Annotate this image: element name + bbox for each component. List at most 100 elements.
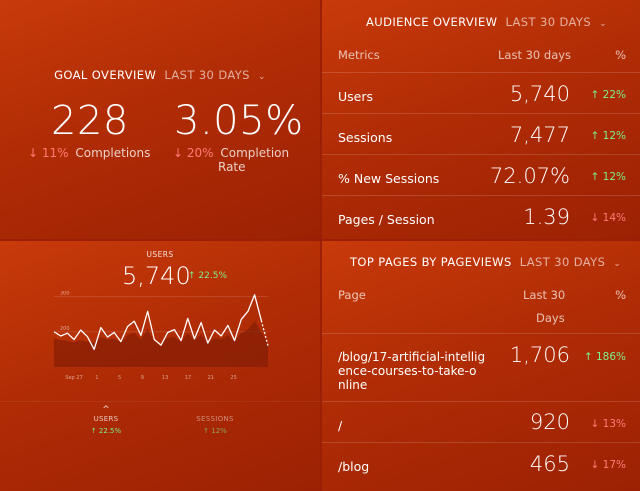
date-range: LAST 30 DAYS — [519, 255, 606, 269]
tab-users[interactable]: ^ USERS ↑ 22.5% — [51, 405, 161, 435]
widget-title: TOP PAGES BY PAGEVIEWS — [350, 255, 512, 269]
arrow-up-icon: ↑ — [590, 130, 603, 142]
completions-sub: ↓ 11% Completions — [28, 146, 150, 160]
x-tick-label: Sep 27 — [65, 375, 82, 381]
table-row: Users 5,740 ↑ 22% — [322, 72, 640, 114]
arrow-up-icon: ↑ — [590, 89, 603, 101]
users-line-chart[interactable]: 300 200 Sep 27 1 5 9 13 17 21 25 — [50, 291, 272, 393]
completions-value: 228 — [51, 98, 129, 144]
arrow-up-icon: ↑ — [90, 427, 99, 435]
x-tick-label: 25 — [230, 375, 236, 381]
top-pages-widget: TOP PAGES BY PAGEVIEWS LAST 30 DAYS ⌄ Pa… — [322, 241, 640, 491]
users-series-line — [53, 294, 262, 351]
date-range: LAST 30 DAYS — [505, 15, 592, 29]
pageviews-change: ↑ 186% — [584, 351, 626, 363]
metric-change-value: 14% — [602, 212, 626, 224]
users-series-partial-segment — [260, 320, 269, 347]
arrow-up-icon: ↑ — [203, 427, 212, 435]
table-row[interactable]: / 920 ↓ 13% — [322, 401, 640, 443]
metric-change-value: 22% — [602, 89, 626, 101]
arrow-down-icon: ↓ — [173, 146, 184, 160]
chevron-down-icon[interactable]: ⌄ — [613, 259, 622, 269]
percent-header: % — [615, 48, 626, 62]
page-path: /blog — [338, 459, 370, 474]
table-row: % New Sessions 72.07% ↑ 12% — [322, 154, 640, 196]
period-header: Last 30 days — [498, 48, 572, 62]
metric-change: ↓ 14% — [591, 212, 626, 224]
x-tick-label: 13 — [162, 375, 168, 381]
metric-value: 72.07% — [489, 164, 570, 188]
metric-change: ↑ 22% — [591, 89, 626, 101]
chevron-down-icon[interactable]: ⌄ — [257, 72, 266, 82]
pageviews-change-value: 17% — [602, 459, 626, 471]
table-row[interactable]: /blog 465 ↓ 17% — [322, 442, 640, 491]
arrow-up-icon: ↑ — [583, 351, 596, 363]
tab-label: USERS — [93, 415, 119, 423]
metric-label: Sessions — [338, 130, 393, 145]
x-tick-label: 5 — [118, 375, 121, 381]
chart-metric-label: USERS — [146, 250, 174, 259]
completion-rate-value: 3.05% — [174, 98, 304, 144]
pageviews-change-value: 186% — [595, 351, 626, 363]
arrow-down-icon: ↓ — [28, 146, 39, 160]
arrow-down-icon: ↓ — [590, 459, 603, 471]
page-header: Page — [338, 288, 366, 302]
tab-change: ↑ 12% — [160, 427, 270, 435]
metric-change-value: 12% — [602, 171, 626, 183]
completions-change: 11% — [41, 146, 69, 160]
table-row: Sessions 7,477 ↑ 12% — [322, 113, 640, 155]
pageviews-value: 1,706 — [509, 343, 570, 367]
pageviews-change: ↓ 17% — [591, 459, 626, 471]
metric-change: ↑ 12% — [591, 130, 626, 142]
x-tick-label: 17 — [185, 375, 191, 381]
metric-change-value: 12% — [602, 130, 626, 142]
period-header: Last 30 — [523, 288, 566, 302]
percent-header: % — [615, 288, 626, 302]
chart-metric-value: 5,740 — [122, 262, 191, 290]
audience-overview-header[interactable]: AUDIENCE OVERVIEW LAST 30 DAYS ⌄ — [366, 15, 607, 29]
x-tick-label: 21 — [208, 375, 214, 381]
arrow-up-icon: ↑ — [188, 271, 199, 281]
y-tick-label: 300 — [60, 291, 70, 297]
top-pages-header[interactable]: TOP PAGES BY PAGEVIEWS LAST 30 DAYS ⌄ — [350, 255, 621, 269]
chart-metric-change-value: 22.5% — [198, 271, 227, 281]
completion-rate-label-2: Rate — [218, 160, 246, 174]
metric-label: % New Sessions — [338, 171, 440, 186]
goal-overview-widget: GOAL OVERVIEW LAST 30 DAYS ⌄ 228 ↓ 11% C… — [0, 0, 320, 239]
metric-value: 1.39 — [523, 205, 570, 229]
completions-label: Completions — [75, 146, 151, 160]
completion-rate-label-1: Completion — [220, 146, 290, 160]
table-row[interactable]: /blog/17-artificial-intellig ence-course… — [322, 333, 640, 402]
caret-up-icon: ^ — [102, 405, 110, 415]
table-row: Pages / Session 1.39 ↓ 14% — [322, 195, 640, 239]
page-path-line: /blog/17-artificial-intellig — [338, 350, 486, 364]
arrow-down-icon: ↓ — [590, 418, 603, 430]
arrow-up-icon: ↑ — [590, 171, 603, 183]
completion-rate-sub: ↓ 20% Completion — [173, 146, 289, 160]
pageviews-value: 465 — [529, 452, 570, 476]
pageviews-change-value: 13% — [602, 418, 626, 430]
page-path: / — [338, 418, 343, 433]
metric-change: ↑ 12% — [591, 171, 626, 183]
tab-sessions[interactable]: SESSIONS ↑ 12% — [160, 405, 270, 435]
tab-change-value: 22.5% — [98, 427, 122, 435]
x-tick-label: 1 — [95, 375, 98, 381]
widget-title: GOAL OVERVIEW — [54, 68, 157, 82]
goal-overview-header[interactable]: GOAL OVERVIEW LAST 30 DAYS ⌄ — [0, 68, 320, 82]
page-path-line: ence-courses-to-take-o — [338, 364, 477, 378]
tab-caret-placeholder — [160, 405, 270, 415]
tab-change-value: 12% — [211, 427, 227, 435]
pageviews-value: 920 — [529, 410, 570, 434]
arrow-down-icon: ↓ — [590, 212, 603, 224]
chevron-down-icon[interactable]: ⌄ — [599, 19, 608, 29]
widget-title: AUDIENCE OVERVIEW — [366, 15, 498, 29]
pageviews-change: ↓ 13% — [591, 418, 626, 430]
tab-change: ↑ 22.5% — [51, 427, 161, 435]
page-path: /blog/17-artificial-intellig ence-course… — [338, 350, 485, 392]
completion-rate-change: 20% — [186, 146, 214, 160]
page-path-line: nline — [338, 378, 368, 392]
chart-metric-change: ↑ 22.5% — [188, 271, 227, 281]
date-range: LAST 30 DAYS — [164, 68, 250, 82]
metric-label: Pages / Session — [338, 212, 435, 227]
metric-value: 5,740 — [509, 82, 570, 106]
